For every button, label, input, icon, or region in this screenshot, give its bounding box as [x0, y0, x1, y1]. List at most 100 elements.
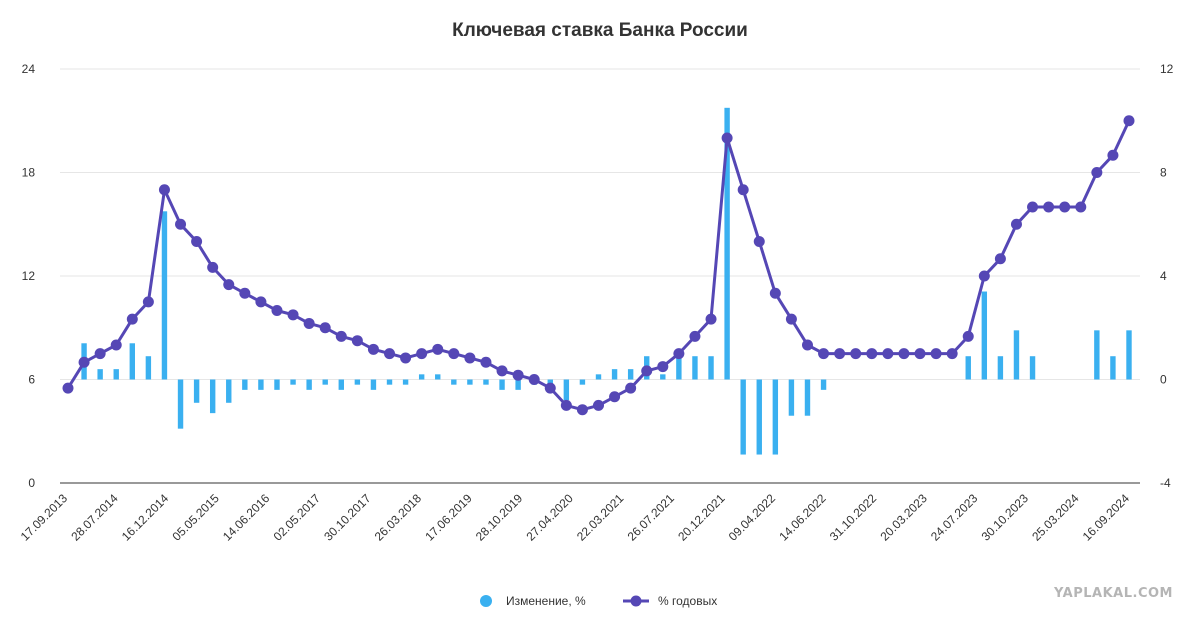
- rate-point: [834, 348, 846, 360]
- rate-point: [1091, 167, 1103, 178]
- change-bar: [820, 379, 827, 390]
- rate-point: [62, 382, 74, 394]
- rate-point: [175, 218, 187, 230]
- change-bar: [386, 379, 393, 385]
- legend-item-rate[interactable]: % годовых: [623, 594, 717, 608]
- rate-point: [448, 348, 460, 360]
- rate-point: [769, 287, 781, 299]
- change-bar: [129, 343, 136, 380]
- change-bar: [627, 369, 634, 380]
- rate-point: [416, 348, 428, 360]
- legend-label-change: Изменение, %: [506, 594, 586, 608]
- rate-point: [898, 348, 910, 360]
- change-bar: [997, 356, 1004, 380]
- rate-point: [191, 236, 203, 247]
- change-bar: [1029, 356, 1036, 380]
- rate-point: [544, 382, 556, 394]
- rate-point: [673, 348, 685, 360]
- chart-title: Ключевая ставка Банка России: [452, 20, 748, 41]
- change-bar: [740, 379, 746, 455]
- change-bar: [451, 379, 457, 385]
- change-bar: [788, 379, 795, 416]
- change-bar: [660, 374, 666, 380]
- rate-point: [818, 348, 830, 360]
- change-bar: [467, 379, 473, 385]
- change-bar: [611, 369, 618, 380]
- change-bar: [338, 379, 344, 390]
- change-bar: [579, 379, 586, 385]
- x-tick-label: 02.05.2017: [271, 491, 324, 544]
- rate-point: [753, 236, 765, 247]
- rate-point: [737, 184, 749, 196]
- rate-point: [1123, 115, 1135, 127]
- rate-point: [303, 317, 315, 329]
- x-tick-label: 28.07.2014: [68, 491, 121, 544]
- rate-point: [287, 309, 299, 321]
- change-bar: [515, 379, 521, 390]
- change-bar: [435, 374, 441, 380]
- change-bar: [1013, 330, 1020, 380]
- x-tick-label: 16.12.2014: [119, 491, 172, 544]
- x-tick-label: 31.10.2022: [827, 491, 880, 544]
- rate-point: [930, 348, 942, 360]
- x-tick-label: 22.03.2021: [574, 491, 627, 544]
- change-bar: [402, 379, 409, 385]
- rate-point: [801, 339, 813, 351]
- change-bar: [724, 107, 730, 380]
- change-bar: [692, 356, 698, 380]
- legend-item-change[interactable]: Изменение, %: [480, 594, 586, 608]
- watermark: YAPLAKAL.COM: [1053, 586, 1173, 601]
- left-tick-label: 0: [28, 476, 35, 490]
- x-tick-label: 28.10.2019: [473, 491, 526, 544]
- rate-point: [994, 253, 1006, 265]
- rate-point: [432, 343, 444, 355]
- rate-point: [625, 382, 637, 394]
- rate-point: [866, 348, 878, 360]
- rate-point: [914, 348, 926, 360]
- x-tick-label: 26.03.2018: [372, 491, 425, 544]
- rate-point: [705, 313, 717, 325]
- rate-line: [62, 115, 1135, 416]
- rate-point: [351, 335, 363, 347]
- change-bar: [756, 379, 762, 455]
- rate-point: [512, 369, 524, 381]
- change-bar: [161, 211, 168, 380]
- change-bar: [563, 379, 570, 401]
- rate-point: [142, 296, 154, 308]
- change-bar: [595, 374, 602, 380]
- rate-point: [882, 348, 894, 360]
- rate-point: [593, 399, 604, 411]
- change-bar: [804, 379, 811, 416]
- rate-point: [271, 305, 283, 316]
- rate-point: [978, 270, 990, 282]
- legend: Изменение, % % годовых: [480, 594, 717, 608]
- x-tick-label: 14.06.2022: [776, 491, 829, 544]
- x-tick-label: 17.09.2013: [18, 491, 71, 544]
- change-bar: [1110, 356, 1116, 380]
- rate-point: [239, 287, 251, 299]
- rate-point: [255, 296, 267, 308]
- x-tick-label: 30.10.2017: [321, 491, 374, 544]
- rate-point: [657, 361, 669, 373]
- x-tick-label: 14.06.2016: [220, 491, 273, 544]
- x-tick-label: 24.07.2023: [928, 491, 981, 544]
- rate-point: [384, 348, 396, 360]
- rate-point: [609, 391, 621, 403]
- left-axis: 0 6 12 18 24: [22, 62, 36, 490]
- x-axis: 17.09.201328.07.201416.12.201405.05.2015…: [18, 491, 1133, 544]
- change-bar: [113, 369, 119, 380]
- change-bar: [499, 379, 505, 390]
- right-tick-label: 8: [1160, 166, 1167, 180]
- rate-point: [576, 404, 588, 416]
- change-bar: [290, 379, 296, 385]
- change-bar: [772, 379, 779, 455]
- rate-point: [1059, 201, 1071, 213]
- x-tick-label: 30.10.2023: [979, 491, 1032, 544]
- change-bar: [676, 356, 682, 380]
- change-bar: [418, 374, 425, 380]
- rate-point: [158, 184, 170, 196]
- x-tick-label: 09.04.2022: [726, 491, 779, 544]
- rate-point: [962, 330, 974, 342]
- rate-point: [126, 313, 138, 325]
- change-bar: [547, 379, 553, 385]
